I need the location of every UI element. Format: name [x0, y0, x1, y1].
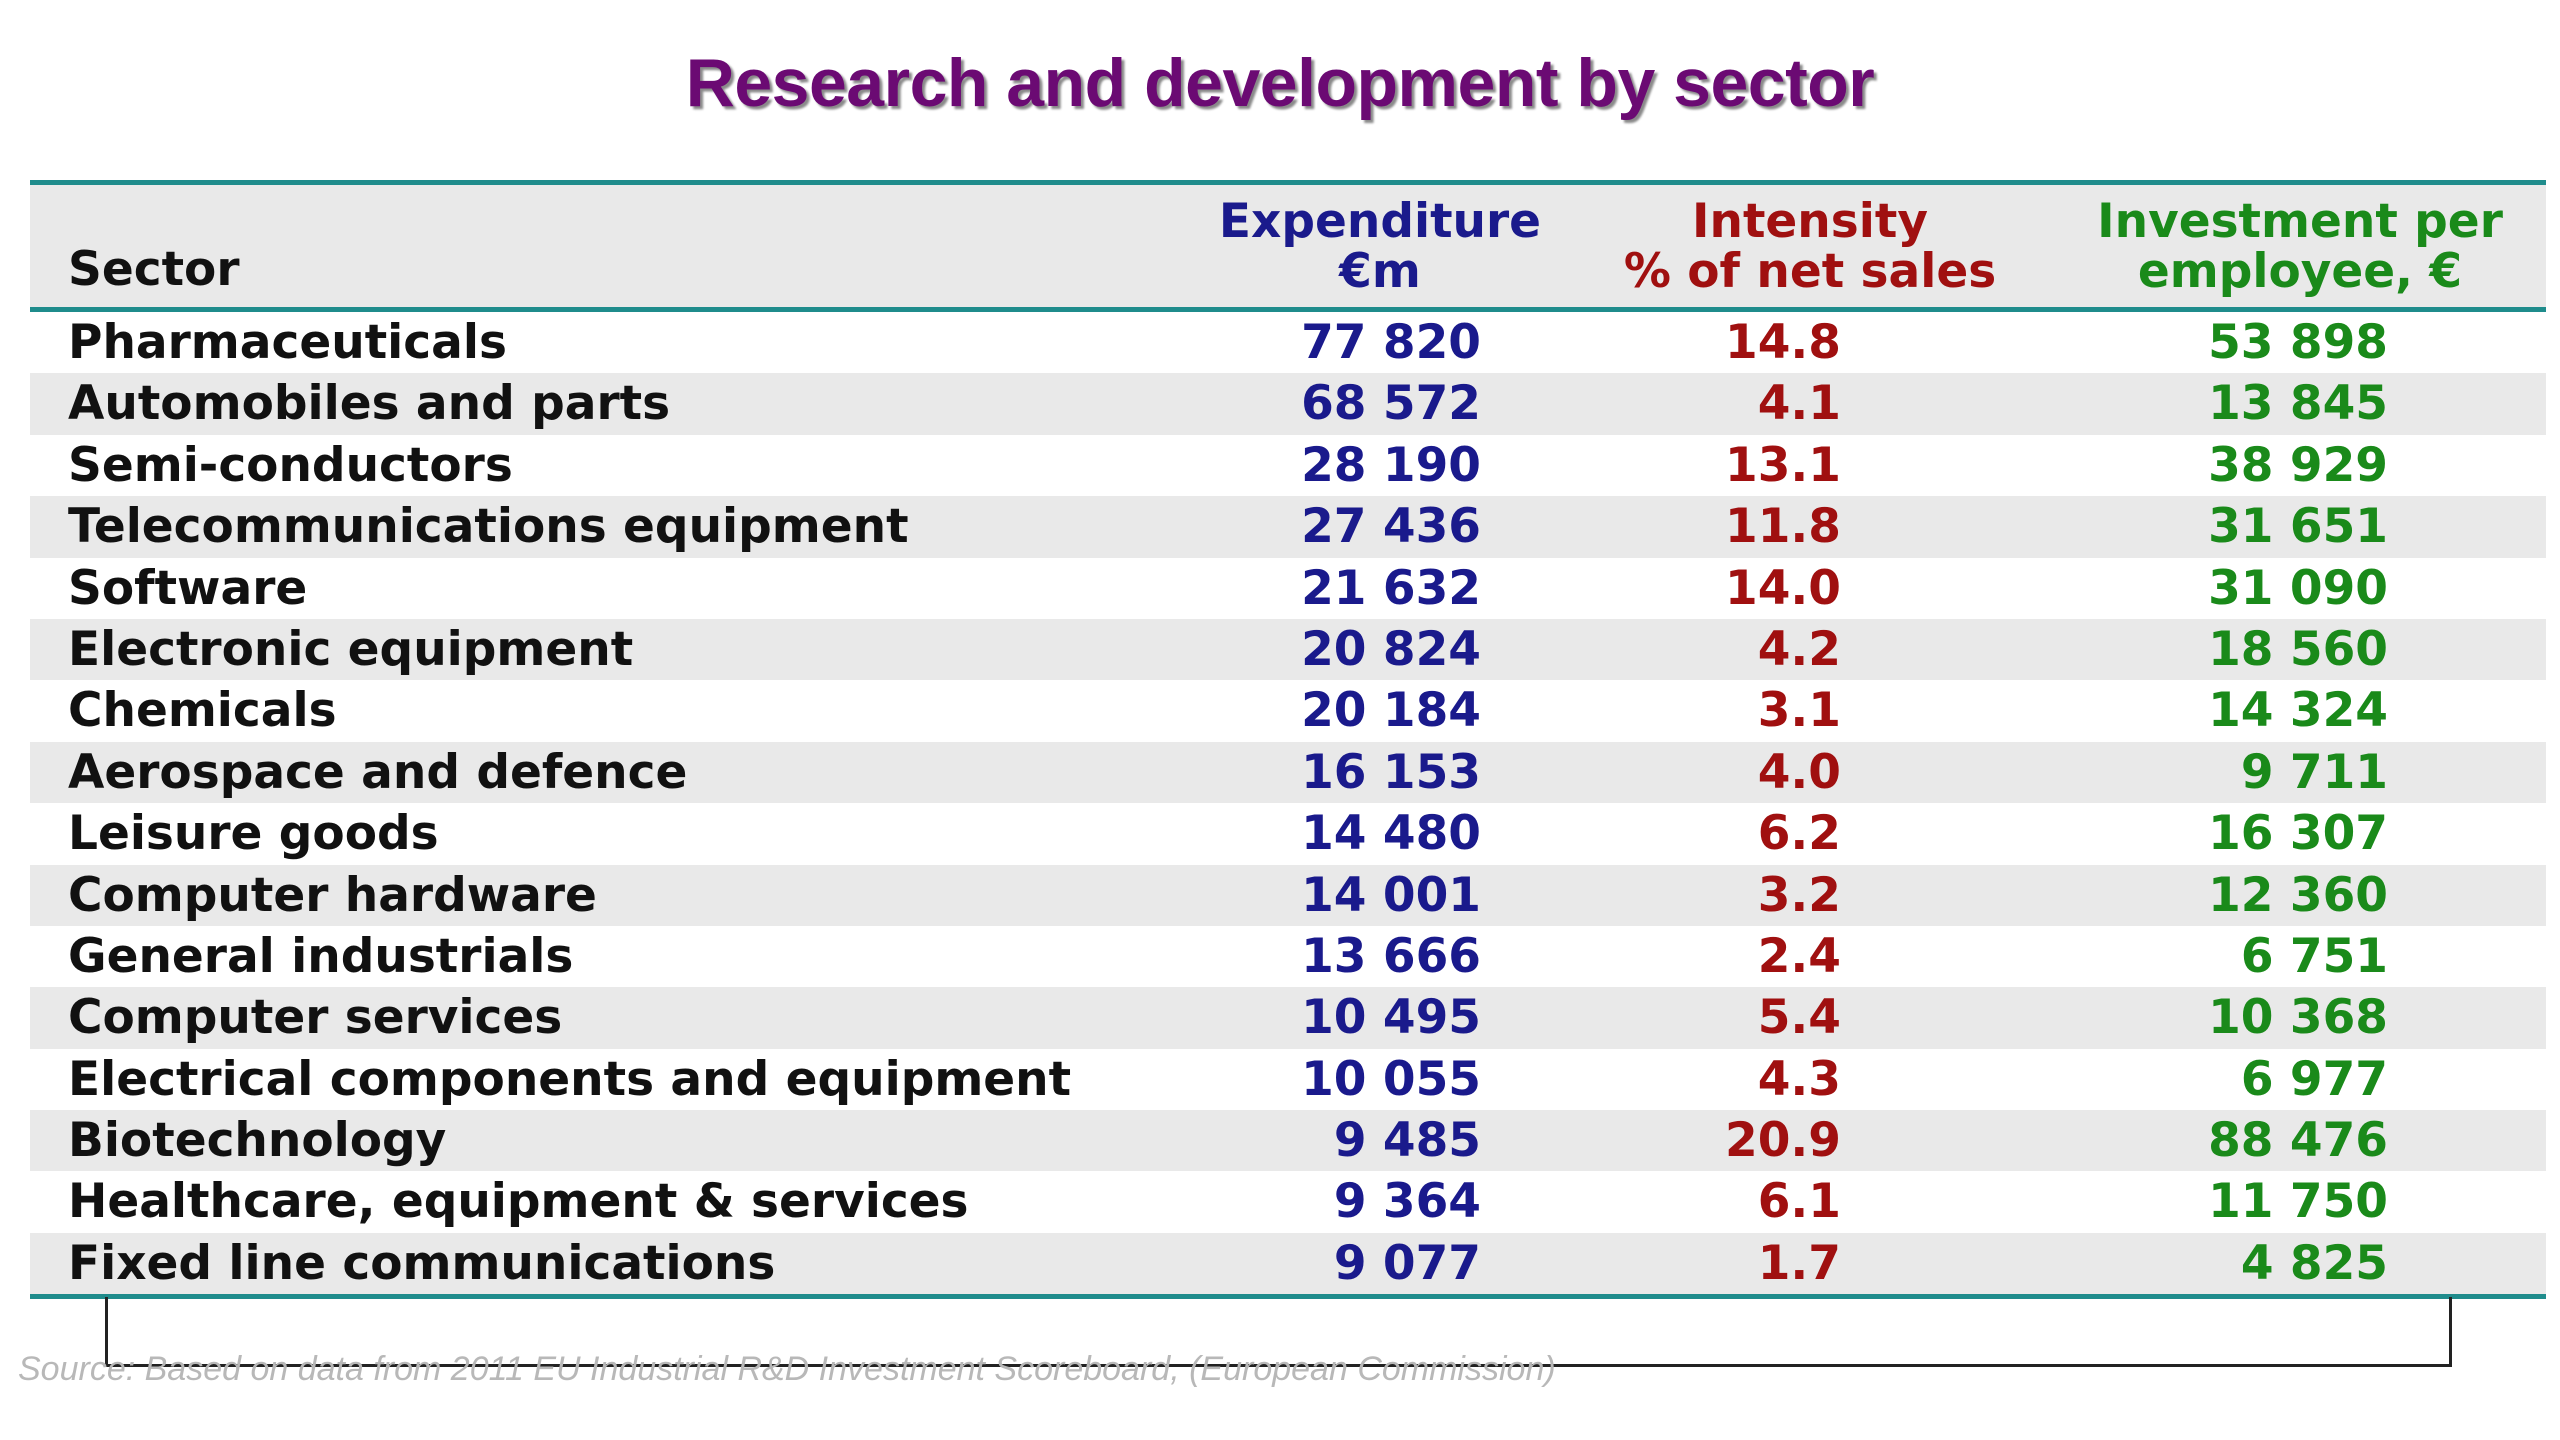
cell-sector: Computer hardware — [68, 867, 597, 923]
table-row: Electrical components and equipment 10 05… — [30, 1049, 2546, 1110]
cell-investment: 10 368 — [2208, 990, 2388, 1046]
cell-investment: 16 307 — [2208, 806, 2388, 862]
table-row: Chemicals 20 184 3.1 14 324 — [30, 680, 2546, 741]
cell-investment: 12 360 — [2208, 867, 2388, 923]
cell-expenditure: 9 485 — [1333, 1113, 1481, 1169]
cell-expenditure: 21 632 — [1301, 560, 1481, 616]
table-row: Software 21 632 14.0 31 090 — [30, 558, 2546, 619]
cell-intensity: 3.2 — [1757, 867, 1841, 923]
cell-sector: Automobiles and parts — [68, 376, 671, 432]
table-header-rule — [30, 307, 2546, 312]
cell-expenditure: 28 190 — [1301, 437, 1481, 493]
cell-intensity: 11.8 — [1725, 499, 1841, 555]
cell-sector: Leisure goods — [68, 806, 439, 862]
cell-intensity: 14.0 — [1725, 560, 1841, 616]
header-intensity: Intensity % of net sales — [1623, 194, 1997, 299]
cell-sector: Aerospace and defence — [68, 744, 688, 800]
table-row: Semi-conductors 28 190 13.1 38 929 — [30, 435, 2546, 496]
table-row: Computer services 10 495 5.4 10 368 — [30, 987, 2546, 1049]
table-top-rule — [30, 180, 2546, 185]
table-row: Aerospace and defence 16 153 4.0 9 711 — [30, 741, 2546, 804]
cell-sector: Telecommunications equipment — [68, 499, 909, 555]
cell-sector: Fixed line communications — [68, 1235, 776, 1291]
table-row: Healthcare, equipment & services 9 364 6.1… — [30, 1171, 2546, 1232]
table-body: Pharmaceuticals 77 820 14.8 53 898 Automobil… — [30, 312, 2546, 1295]
cell-sector: Software — [68, 560, 308, 616]
cell-expenditure: 10 495 — [1301, 990, 1481, 1046]
cell-investment: 53 898 — [2208, 315, 2388, 370]
cell-intensity: 14.8 — [1725, 315, 1841, 370]
cell-intensity: 3.1 — [1757, 683, 1841, 739]
table-row: Telecommunications equipment 27 436 11.8 31… — [30, 496, 2546, 558]
cell-expenditure: 9 077 — [1333, 1235, 1481, 1291]
cell-sector: Electronic equipment — [68, 621, 634, 677]
cell-investment: 4 825 — [2240, 1235, 2388, 1291]
cell-expenditure: 16 153 — [1301, 744, 1481, 800]
cell-sector: Semi-conductors — [68, 437, 513, 493]
cell-investment: 31 090 — [2208, 560, 2388, 616]
table-row: Computer hardware 14 001 3.2 12 360 — [30, 864, 2546, 926]
cell-intensity: 1.7 — [1757, 1235, 1841, 1291]
header-sector: Sector — [68, 242, 240, 297]
cell-expenditure: 20 824 — [1301, 621, 1481, 677]
cell-expenditure: 68 572 — [1301, 376, 1481, 432]
cell-sector: Computer services — [68, 990, 563, 1046]
cell-investment: 11 750 — [2208, 1174, 2388, 1230]
cell-investment: 6 751 — [2240, 928, 2388, 984]
cell-sector: Pharmaceuticals — [68, 315, 507, 370]
cell-investment: 18 560 — [2208, 621, 2388, 677]
cell-expenditure: 20 184 — [1301, 683, 1481, 739]
cell-intensity: 20.9 — [1725, 1113, 1841, 1169]
chart-title: Research and development by sector — [685, 45, 1875, 121]
table-header: Sector Expenditure €m Intensity % of net… — [30, 185, 2546, 307]
cell-intensity: 4.2 — [1757, 621, 1841, 677]
table-row: General industrials 13 666 2.4 6 751 — [30, 926, 2546, 987]
cell-investment: 31 651 — [2208, 499, 2388, 555]
cell-sector: Electrical components and equipment — [68, 1051, 1072, 1107]
cell-sector: Healthcare, equipment & services — [68, 1174, 969, 1230]
cell-expenditure: 27 436 — [1301, 499, 1481, 555]
cell-intensity: 2.4 — [1757, 928, 1841, 984]
cell-expenditure: 14 001 — [1301, 867, 1481, 923]
cell-expenditure: 9 364 — [1333, 1174, 1481, 1230]
cell-investment: 9 711 — [2240, 744, 2388, 800]
cell-intensity: 4.1 — [1757, 376, 1841, 432]
cell-intensity: 13.1 — [1725, 437, 1841, 493]
table-row: Automobiles and parts 68 572 4.1 13 845 — [30, 373, 2546, 435]
cell-intensity: 4.3 — [1757, 1051, 1841, 1107]
source-frame — [105, 1297, 2452, 1367]
table-row: Electronic equipment 20 824 4.2 18 560 — [30, 618, 2546, 681]
cell-expenditure: 13 666 — [1301, 928, 1481, 984]
table-bottom-rule — [30, 1294, 2546, 1300]
table-row: Leisure goods 14 480 6.2 16 307 — [30, 803, 2546, 864]
table-row: Fixed line communications 9 077 1.7 4 825 — [30, 1232, 2546, 1295]
cell-intensity: 4.0 — [1757, 744, 1841, 800]
cell-sector: Chemicals — [68, 683, 337, 739]
cell-expenditure: 14 480 — [1301, 806, 1481, 862]
cell-investment: 14 324 — [2208, 683, 2388, 739]
cell-investment: 6 977 — [2240, 1051, 2388, 1107]
header-expenditure: Expenditure €m — [1218, 194, 1542, 299]
cell-investment: 88 476 — [2208, 1113, 2388, 1169]
cell-intensity: 6.1 — [1757, 1174, 1841, 1230]
cell-sector: General industrials — [68, 928, 574, 984]
rd-table: Sector Expenditure €m Intensity % of net… — [30, 180, 2546, 1300]
cell-expenditure: 77 820 — [1301, 315, 1481, 370]
cell-expenditure: 10 055 — [1301, 1051, 1481, 1107]
cell-investment: 38 929 — [2208, 437, 2388, 493]
table-row: Pharmaceuticals 77 820 14.8 53 898 — [30, 312, 2546, 373]
cell-intensity: 5.4 — [1757, 990, 1841, 1046]
cell-investment: 13 845 — [2208, 376, 2388, 432]
cell-intensity: 6.2 — [1757, 806, 1841, 862]
cell-sector: Biotechnology — [68, 1113, 447, 1169]
source-note: Source: Based on data from 2011 EU Indus… — [18, 1350, 1556, 1388]
table-row: Biotechnology 9 485 20.9 88 476 — [30, 1110, 2546, 1172]
header-investment: Investment per employee, € — [2097, 194, 2503, 299]
